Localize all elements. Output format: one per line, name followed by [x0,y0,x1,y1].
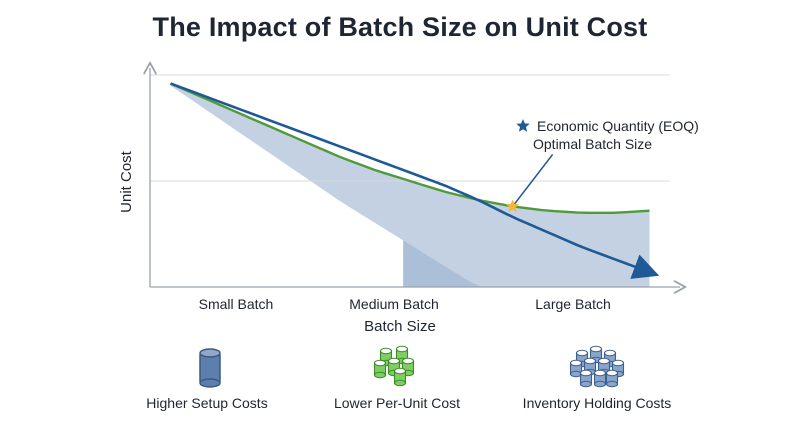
roll-bottom [373,371,387,379]
single-roll-icon [199,348,221,388]
chart-svg: Unit Cost Small Batch Medium Batch Large Ba… [118,0,699,335]
eoq-point-star [506,199,520,213]
roll-top [373,359,387,367]
y-axis-label: Unit Cost [118,150,135,213]
roll-top [593,369,607,377]
roll-top [583,357,597,365]
chart-labels: Unit Cost Small Batch Medium Batch Large Ba… [118,118,699,335]
setup-cost-wedge [170,83,650,287]
x-axis-label: Batch Size [364,318,436,335]
chart-axes [150,68,680,287]
series-total-cost-line [170,82,650,214]
chart-areas [170,83,650,287]
green-rolls-icon [373,345,415,387]
blue-rolls-icon [569,345,625,388]
icon-label-holding-costs: Inventory Holding Costs [522,395,672,411]
x-tick-label: Small Batch [199,296,274,312]
roll-top [569,359,583,367]
x-tick-label: Medium Batch [349,296,438,312]
roll-bottom [579,380,593,388]
roll-top [575,349,589,357]
icon-legend-row: Higher Setup Costs Lower Per-Unit Cost I… [0,345,800,425]
x-tick-label: Large Batch [535,296,611,312]
roll-top [579,369,593,377]
icon-legend-items: Higher Setup Costs Lower Per-Unit Cost I… [0,345,800,425]
roll-top [597,357,611,365]
roll-top [387,357,401,365]
roll-top [379,347,393,355]
series-production-cost-line [170,82,660,279]
roll-top [605,369,619,377]
icon-label-setup-costs: Higher Setup Costs [146,395,268,411]
roll-top [603,349,617,357]
roll-top [589,345,603,353]
roll-top [393,367,407,375]
roll-bottom [569,370,583,378]
eoq-legend-star-icon [516,119,530,132]
eoq-pointer-line [511,153,554,207]
icon-drawings [199,345,625,388]
eoq-label-line2: Optimal Batch Size [533,136,652,152]
roll-top [401,357,415,365]
chart-lines [170,82,660,279]
roll-bottom [593,380,607,388]
icon-label-per-unit-cost: Lower Per-Unit Cost [333,395,461,411]
roll-top [611,359,625,367]
roll-bottom [605,380,619,388]
eoq-label-line1: Economic Quantity (EOQ) [537,118,699,134]
chart-title: The Impact of Batch Size on Unit Cost [152,12,648,42]
roll-bottom [393,379,407,387]
roll-top [395,345,409,353]
